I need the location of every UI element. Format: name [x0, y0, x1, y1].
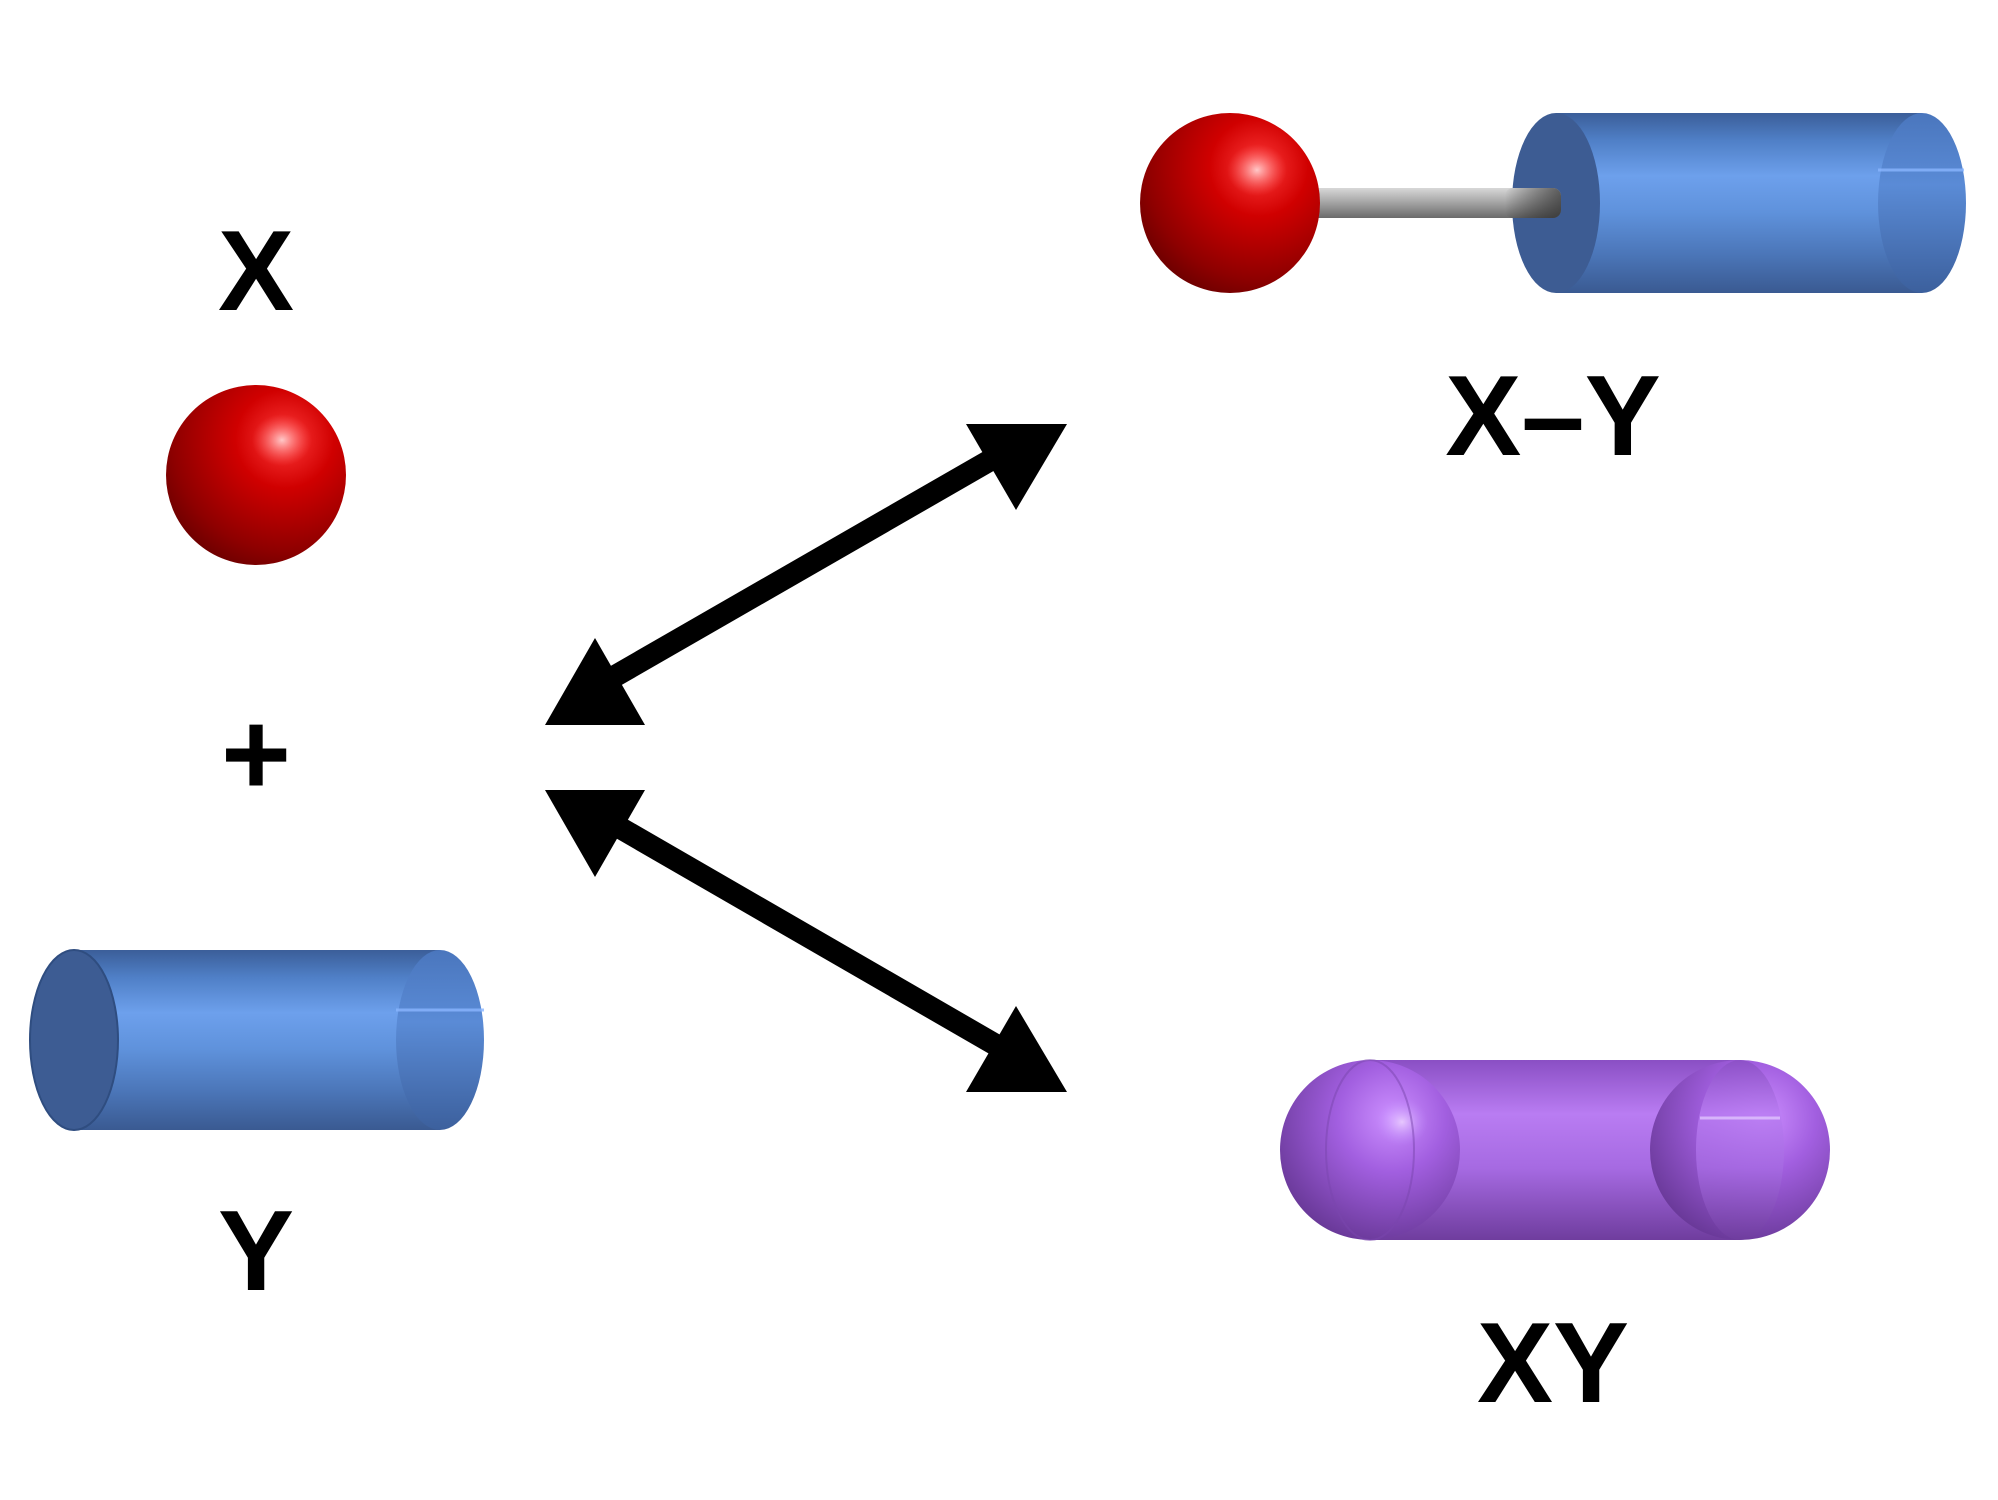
- equilibrium-arrow-lower: [545, 790, 1067, 1092]
- cylinder-y-icon: [29, 949, 484, 1131]
- label-y: Y: [218, 1188, 294, 1315]
- label-x: X: [218, 208, 294, 335]
- plus-sign: +: [221, 687, 291, 821]
- sphere-x-icon: [166, 385, 346, 565]
- equilibrium-arrow-upper: [545, 424, 1067, 725]
- sphere-cylinder-bonded-icon: [1140, 113, 1966, 293]
- capsule-xy-icon: [1280, 1059, 1830, 1241]
- label-x-bond-y: X–Y: [1445, 353, 1660, 480]
- label-xy: XY: [1477, 1300, 1629, 1427]
